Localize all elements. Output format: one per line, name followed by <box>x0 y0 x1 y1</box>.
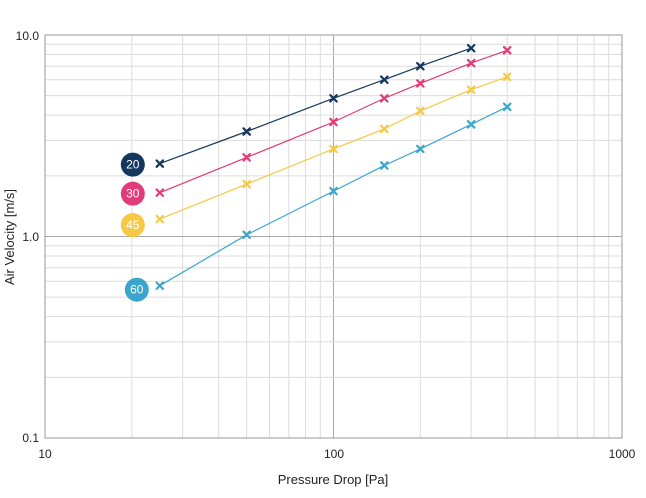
y-tick-label: 1.0 <box>22 230 39 244</box>
x-tick-label: 1000 <box>609 447 636 461</box>
data-point-marker <box>242 230 251 240</box>
data-point-marker <box>416 106 425 116</box>
data-point-marker <box>380 124 389 134</box>
plot-frame <box>44 34 623 439</box>
series-badge: 60 <box>124 277 149 302</box>
series-20 <box>155 43 476 168</box>
data-point-marker <box>155 214 165 224</box>
badge-label: 60 <box>130 283 144 297</box>
y-tick-label: 0.1 <box>22 431 39 445</box>
data-point-marker <box>155 188 165 197</box>
data-point-marker <box>502 102 512 112</box>
series-badge: 20 <box>120 152 145 177</box>
data-point-marker <box>329 94 338 103</box>
data-point-marker <box>416 144 425 154</box>
x-axis-title: Pressure Drop [Pa] <box>278 472 389 487</box>
data-point-marker <box>242 179 251 189</box>
data-point-marker <box>380 94 389 103</box>
data-point-marker <box>380 75 389 85</box>
data-point-marker <box>502 72 512 82</box>
series-badge: 30 <box>120 181 145 206</box>
data-point-marker <box>466 43 476 53</box>
data-point-marker <box>416 79 425 88</box>
series-badge: 45 <box>120 213 145 238</box>
data-point-marker <box>329 186 338 196</box>
series-45 <box>155 72 512 224</box>
data-point-marker <box>416 61 425 71</box>
badge-label: 30 <box>126 187 140 201</box>
data-point-marker <box>380 161 389 170</box>
badge-circle <box>120 181 145 206</box>
data-point-marker <box>466 58 476 68</box>
x-tick-label: 100 <box>324 447 344 461</box>
data-point-marker <box>329 144 338 154</box>
data-point-marker <box>466 85 476 95</box>
badge-label: 45 <box>126 218 140 232</box>
series-30 <box>155 45 512 197</box>
series-line <box>159 47 472 165</box>
data-point-marker <box>329 117 338 127</box>
series-badges: 20 30 45 60 <box>120 152 149 302</box>
series-layer <box>155 43 512 290</box>
badge-circle <box>120 213 145 238</box>
y-axis-title: Air Velocity [m/s] <box>2 189 17 285</box>
data-point-marker <box>155 281 165 290</box>
badge-circle <box>124 277 149 302</box>
data-point-marker <box>155 159 165 168</box>
x-tick-label: 10 <box>38 447 52 461</box>
data-point-marker <box>242 153 251 162</box>
badge-label: 20 <box>126 158 140 172</box>
y-tick-label: 10.0 <box>16 29 40 43</box>
data-point-marker <box>466 120 476 129</box>
data-point-marker <box>502 45 512 55</box>
series-60 <box>155 102 512 290</box>
data-point-marker <box>242 127 251 136</box>
grid <box>45 35 622 438</box>
badge-circle <box>120 152 145 177</box>
